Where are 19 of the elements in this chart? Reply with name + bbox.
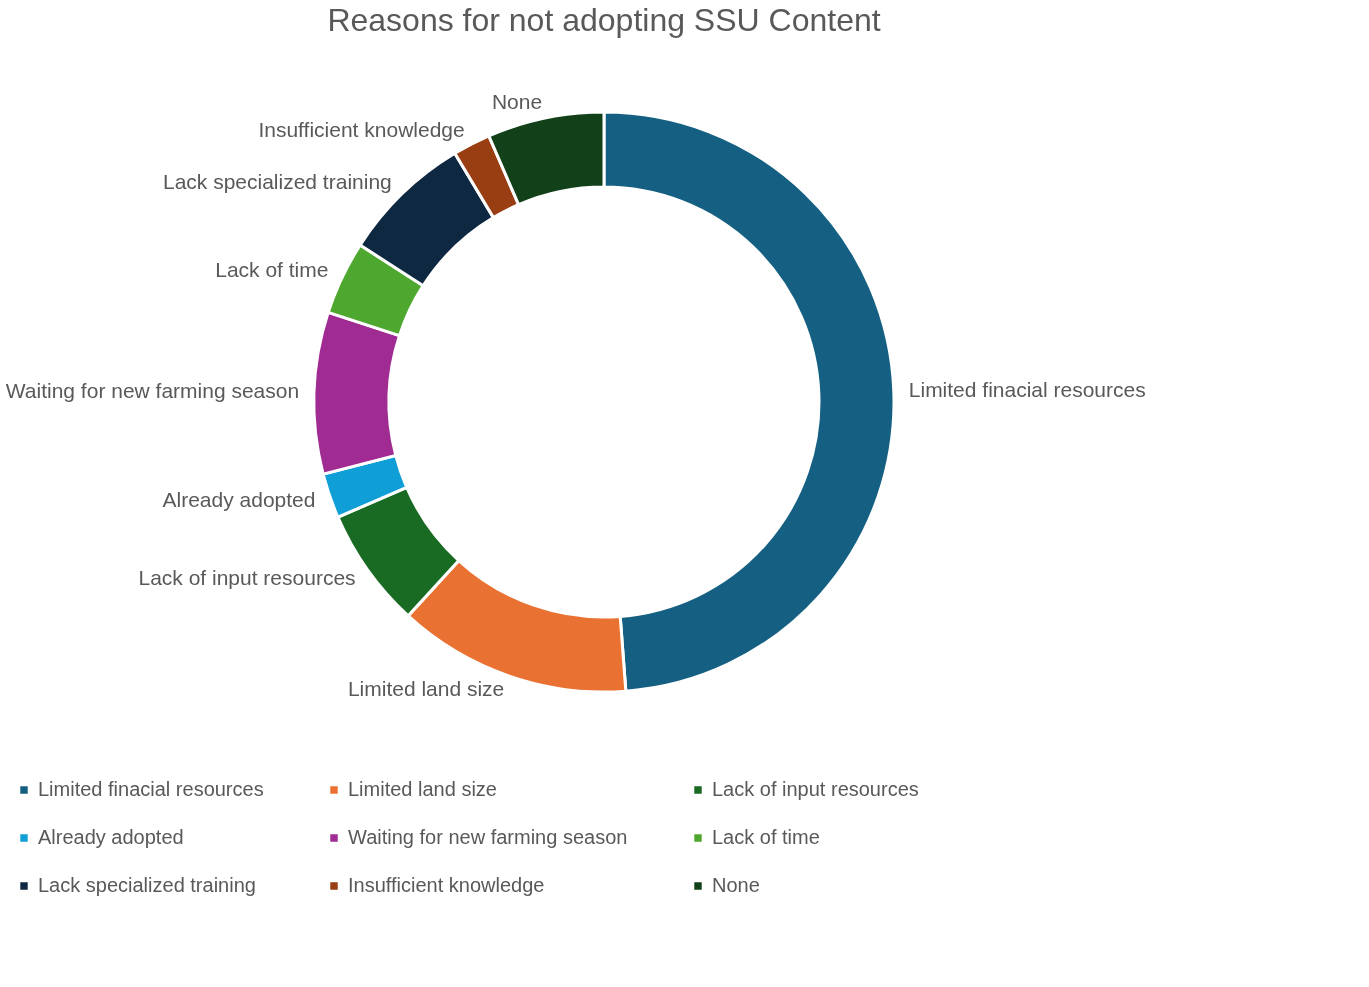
legend-label: Waiting for new farming season xyxy=(348,826,628,848)
slice-label: Waiting for new farming season xyxy=(5,379,300,403)
legend-label: Limited finacial resources xyxy=(38,778,264,800)
chart-title: Reasons for not adopting SSU Content xyxy=(327,2,881,38)
slice-label: Lack of time xyxy=(215,258,329,282)
slice-label: Lack of input resources xyxy=(138,565,356,589)
slice-label: Insufficient knowledge xyxy=(258,117,465,141)
slice-label: Limited finacial resources xyxy=(908,377,1146,401)
slice-label: Limited land size xyxy=(347,677,505,701)
legend-label: Insufficient knowledge xyxy=(348,874,545,896)
legend-label: Already adopted xyxy=(38,826,184,848)
legend-label: Lack of time xyxy=(712,826,820,848)
legend-label: Lack specialized training xyxy=(38,874,256,896)
slice-label: Lack specialized training xyxy=(162,169,392,193)
legend-label: None xyxy=(712,874,760,896)
legend-label: Lack of input resources xyxy=(712,778,919,800)
slice-label: Already adopted xyxy=(162,487,316,511)
legend-label: Limited land size xyxy=(348,778,497,800)
slice-label: None xyxy=(491,90,543,114)
